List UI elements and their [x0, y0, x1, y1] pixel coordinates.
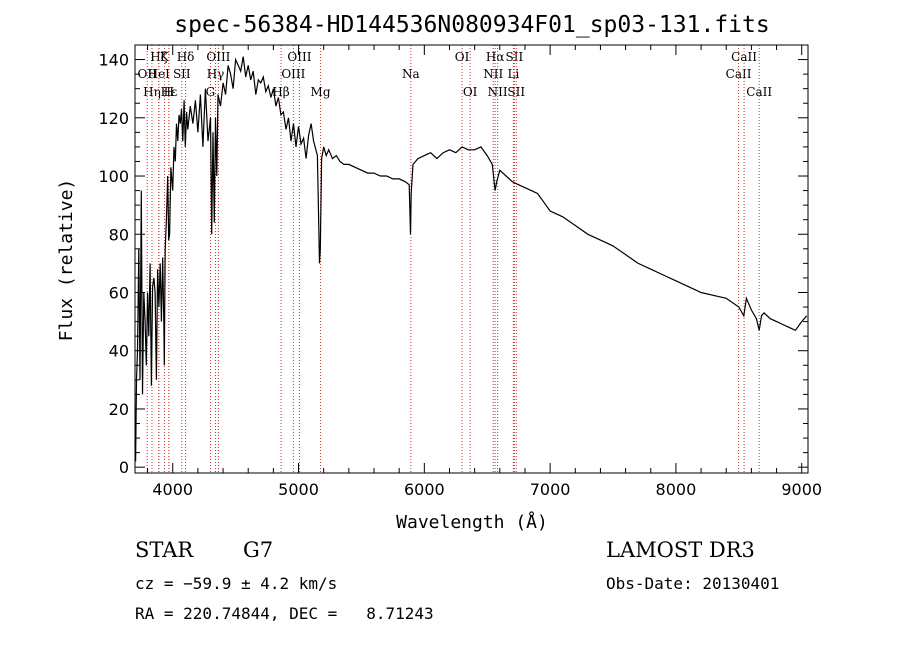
plot-frame: [134, 44, 809, 474]
line-label-6: Hε: [161, 85, 178, 99]
subclass: G7: [243, 538, 274, 562]
line-label-3: K: [160, 50, 170, 64]
line-label-13: OIII: [281, 67, 305, 81]
line-label-22: Li: [507, 67, 519, 81]
line-label-26: CaII: [731, 50, 757, 64]
redshift-cz: cz = −59.9 ± 4.2 km/s: [135, 574, 338, 593]
line-label-21: NII: [488, 85, 508, 99]
y-tick-label-120: 120: [98, 109, 129, 128]
coordinates: RA = 220.74844, DEC = 8.71243: [135, 604, 434, 623]
line-label-5: HeI: [148, 67, 171, 81]
line-label-24: SII: [507, 85, 525, 99]
line-label-14: OIII: [287, 50, 311, 64]
line-label-11: OIII: [206, 50, 230, 64]
line-label-20: Hα: [486, 50, 505, 64]
line-label-7: SII: [173, 67, 191, 81]
x-tick-label-8000: 8000: [656, 480, 697, 499]
y-tick-label-100: 100: [98, 167, 129, 186]
axis-ticks: 4000 5000 6000 7000 8000 9000 0 20 40 60 80 100 120 1…: [98, 45, 822, 499]
obs-date: Obs-Date: 20130401: [606, 574, 780, 593]
line-label-18: OI: [463, 85, 478, 99]
survey-name: LAMOST DR3: [606, 538, 755, 562]
line-label-15: Mg: [311, 85, 331, 99]
line-label-0: OII: [138, 67, 158, 81]
y-tick-label-40: 40: [109, 342, 129, 361]
line-label-12: Hβ: [272, 85, 289, 99]
line-label-1: Hη: [143, 85, 161, 99]
x-tick-label-5000: 5000: [278, 480, 319, 499]
line-label-19: NII: [483, 67, 503, 81]
x-tick-label-7000: 7000: [530, 480, 571, 499]
spectrum-series-line: [134, 56, 808, 462]
x-tick-label-4000: 4000: [152, 480, 193, 499]
y-tick-label-80: 80: [109, 225, 129, 244]
object-class: STAR: [135, 538, 194, 562]
y-axis-label: Flux (relative): [56, 179, 77, 342]
y-tick-label-20: 20: [109, 400, 129, 419]
line-label-9: G: [206, 85, 216, 99]
x-tick-label-6000: 6000: [404, 480, 445, 499]
x-tick-label-9000: 9000: [781, 480, 822, 499]
line-label-25: CaII: [726, 67, 752, 81]
line-label-23: SII: [506, 50, 524, 64]
line-label-4: H: [164, 85, 174, 99]
y-tick-label-140: 140: [98, 51, 129, 70]
chart-title: spec-56384-HD144536N080934F01_sp03-131.f…: [174, 12, 769, 38]
line-label-8: Hδ: [177, 50, 195, 64]
line-label-17: OI: [455, 50, 470, 64]
line-label-10: Hγ: [207, 67, 225, 81]
y-tick-label-0: 0: [119, 458, 129, 477]
line-label-16: Na: [402, 67, 420, 81]
emission-lines: OIIHηHζKHHeIHεSIIHδGHγOIIIHβOIIIOIIIMgNa…: [138, 45, 772, 473]
y-tick-label-60: 60: [109, 283, 129, 302]
x-axis-label: Wavelength (Å): [396, 511, 548, 533]
line-label-27: CaII: [746, 85, 772, 99]
